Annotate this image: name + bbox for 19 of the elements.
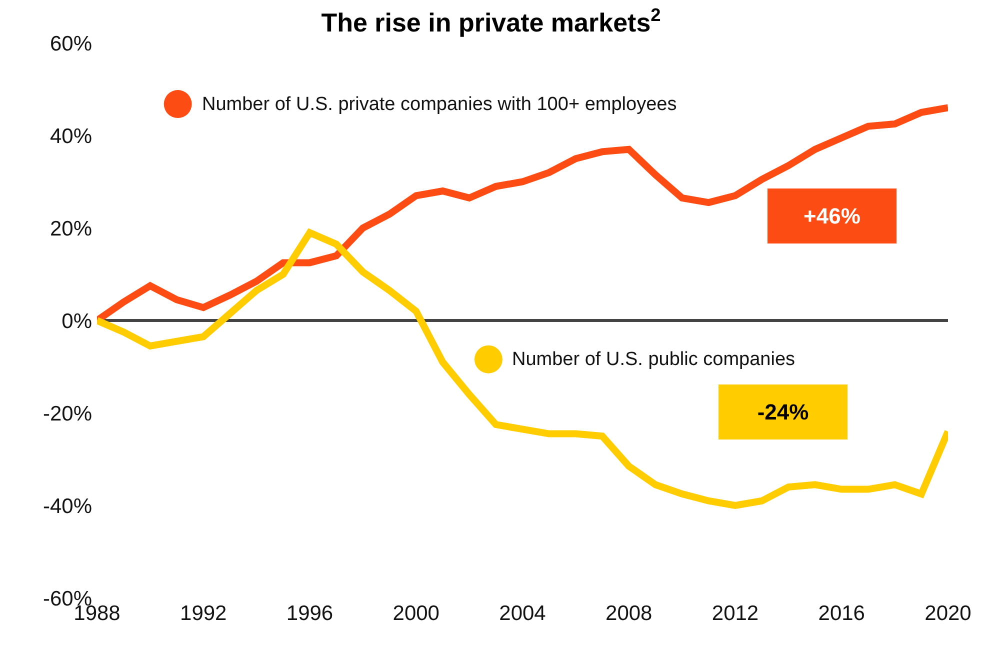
x-tick-label: 1996 bbox=[286, 602, 334, 625]
x-tick-label: 2016 bbox=[818, 602, 865, 625]
chart-title: The rise in private markets$^{2}$ bbox=[321, 4, 661, 38]
y-tick-label: 0% bbox=[62, 310, 92, 333]
legend-label: Number of U.S. private companies with 100+ employees bbox=[202, 94, 677, 115]
annotation: +46% bbox=[804, 204, 860, 228]
y-tick-label: 20% bbox=[50, 217, 92, 240]
x-tick-label: 2000 bbox=[392, 602, 440, 625]
y-tick-label: -20% bbox=[42, 402, 92, 426]
legend-label: Number of U.S. public companies bbox=[512, 349, 796, 370]
x-tick-label: 1992 bbox=[180, 602, 227, 625]
y-tick-label: 60% bbox=[50, 32, 92, 56]
x-tick-label: 2008 bbox=[606, 602, 652, 625]
y-tick-label: -40% bbox=[42, 494, 92, 518]
x-tick-label: 2020 bbox=[924, 602, 972, 625]
x-tick-label: 2012 bbox=[712, 602, 759, 625]
annotation: -24% bbox=[757, 400, 809, 424]
x-tick-label: 2004 bbox=[499, 602, 546, 625]
y-tick-label: 40% bbox=[50, 124, 92, 148]
